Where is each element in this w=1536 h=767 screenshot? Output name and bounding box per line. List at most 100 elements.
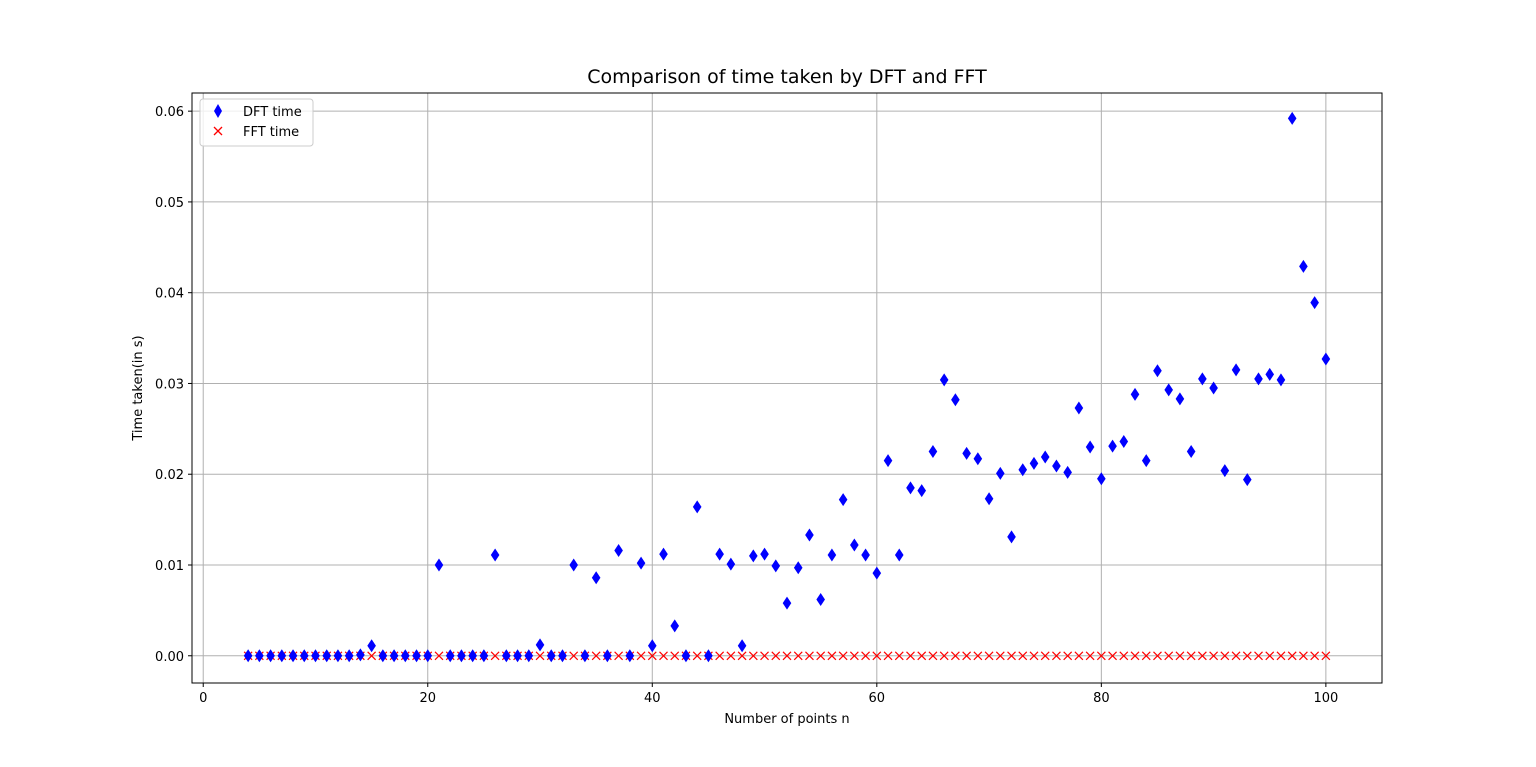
fft-point xyxy=(737,651,747,661)
legend-dft-label: DFT time xyxy=(243,105,302,120)
fft-point xyxy=(1209,651,1219,661)
dft-point xyxy=(715,547,724,561)
legend-dft-marker xyxy=(214,104,222,118)
dft-point xyxy=(457,649,466,663)
fft-point xyxy=(1108,651,1117,661)
fft-point xyxy=(1175,651,1185,661)
dft-point xyxy=(1052,459,1061,473)
dft-point xyxy=(311,649,320,663)
dft-point xyxy=(277,649,287,663)
dft-point xyxy=(558,649,567,663)
dft-point xyxy=(872,566,882,580)
legend-fft-label: FFT time xyxy=(243,125,299,140)
dft-point xyxy=(951,393,960,407)
dft-point xyxy=(928,445,938,459)
dft-point xyxy=(1276,373,1286,387)
y-axis-label: Time taken(in s) xyxy=(131,335,146,441)
fft-point xyxy=(1321,651,1331,661)
y-tick-label: 0.06 xyxy=(155,105,184,120)
fft-point xyxy=(939,651,949,661)
dft-point xyxy=(737,639,747,653)
dft-point xyxy=(704,649,713,663)
dft-point xyxy=(1310,296,1319,310)
fft-point xyxy=(1197,651,1207,661)
fft-point xyxy=(748,651,758,661)
fft-point xyxy=(1298,651,1308,661)
dft-point xyxy=(445,649,455,663)
fft-point xyxy=(1052,651,1061,661)
fft-point xyxy=(984,651,994,661)
dft-point xyxy=(1153,364,1162,378)
fft-point xyxy=(1164,651,1174,661)
fft-point xyxy=(434,651,444,661)
dft-point xyxy=(1097,472,1106,486)
fft-point xyxy=(1130,651,1140,661)
dft-point xyxy=(939,373,949,387)
dft-point xyxy=(434,558,444,572)
y-tick-label: 0.05 xyxy=(155,196,184,211)
dft-point xyxy=(479,649,489,663)
dft-point xyxy=(603,649,612,663)
fft-point xyxy=(1029,651,1039,661)
fft-point xyxy=(917,651,927,661)
plot-area-frame xyxy=(191,92,1383,684)
dft-point xyxy=(1209,381,1218,395)
dft-point xyxy=(816,592,825,606)
x-tick-label: 20 xyxy=(419,691,436,706)
chart-title: Comparison of time taken by DFT and FFT xyxy=(587,66,987,88)
dft-point xyxy=(1119,435,1129,449)
fft-point xyxy=(1287,651,1297,661)
y-tick-label: 0.01 xyxy=(155,559,184,574)
fft-point xyxy=(962,651,972,661)
dft-point xyxy=(647,639,657,653)
fft-point xyxy=(838,651,848,661)
dft-point xyxy=(996,466,1005,480)
fft-point xyxy=(928,651,938,661)
fft-point xyxy=(906,651,915,661)
dft-point xyxy=(1164,383,1173,397)
fft-point xyxy=(805,651,814,661)
dft-point xyxy=(1198,372,1207,386)
dft-point xyxy=(468,649,477,663)
dft-point xyxy=(255,649,264,663)
fft-point xyxy=(771,651,781,661)
dft-point xyxy=(692,500,702,514)
dft-point xyxy=(1040,450,1050,464)
fft-point xyxy=(793,651,803,661)
dft-point xyxy=(726,557,736,571)
fft-point xyxy=(1040,651,1050,661)
fft-point xyxy=(849,651,859,661)
y-tick-label: 0.00 xyxy=(155,650,184,665)
dft-point xyxy=(850,538,859,552)
dft-point xyxy=(1220,464,1230,478)
dft-point xyxy=(1175,392,1185,406)
dft-point xyxy=(625,649,635,663)
dft-point xyxy=(861,548,870,562)
fft-point xyxy=(1254,651,1263,661)
dft-point xyxy=(1242,473,1252,487)
fft-point xyxy=(872,651,882,661)
legend-box xyxy=(199,98,314,147)
dft-point xyxy=(423,649,433,663)
y-tick-label: 0.04 xyxy=(155,287,184,302)
y-tick-label: 0.03 xyxy=(155,377,184,392)
dft-point xyxy=(838,493,848,507)
dft-point xyxy=(378,649,388,663)
fft-point xyxy=(861,651,871,661)
fft-point xyxy=(816,651,826,661)
fft-point xyxy=(647,651,657,661)
dft-point xyxy=(1321,352,1331,366)
fft-point xyxy=(827,651,837,661)
x-tick-label: 60 xyxy=(869,691,886,706)
fft-point xyxy=(490,651,500,661)
dft-point xyxy=(288,649,298,663)
legend-fft-marker xyxy=(213,126,223,136)
dft-point xyxy=(793,561,803,575)
dft-point xyxy=(401,649,410,663)
dft-point xyxy=(546,649,556,663)
dft-point xyxy=(1186,445,1196,459)
fft-point xyxy=(569,651,579,661)
dft-point xyxy=(356,648,365,662)
dft-point xyxy=(636,556,646,570)
dft-point xyxy=(344,649,354,663)
